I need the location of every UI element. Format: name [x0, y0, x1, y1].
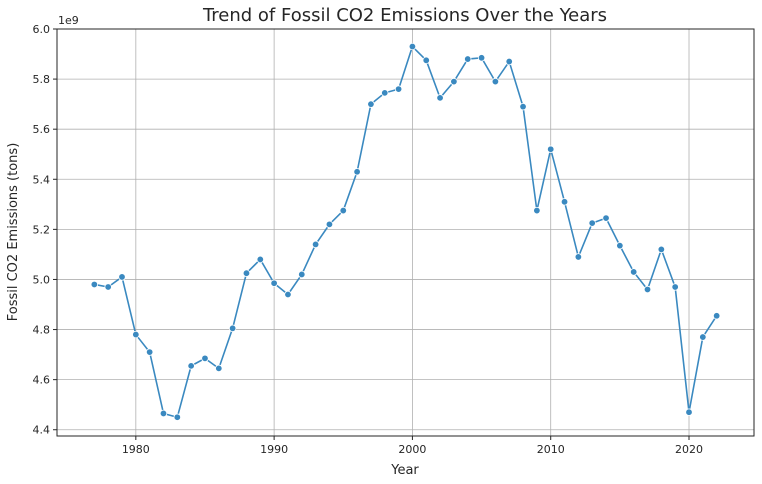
data-point	[394, 85, 403, 93]
data-point	[353, 168, 361, 176]
data-point	[90, 280, 99, 289]
x-tick-label: 2000	[398, 443, 426, 456]
data-point	[450, 77, 458, 86]
x-axis-label: Year	[390, 463, 419, 478]
data-point	[560, 198, 569, 206]
x-tick-label: 1980	[122, 443, 150, 456]
data-point	[159, 409, 168, 418]
data-point	[657, 245, 666, 254]
data-point	[367, 100, 375, 108]
data-point	[118, 273, 126, 281]
data-point	[228, 324, 237, 333]
data-point	[629, 268, 638, 276]
data-point	[505, 57, 513, 66]
y-tick-label: 5.2	[33, 223, 51, 236]
data-point	[104, 283, 112, 291]
data-point	[671, 283, 679, 291]
data-point	[574, 253, 583, 261]
data-point	[381, 89, 389, 97]
y-axis-multiplier: 1e9	[58, 14, 79, 27]
data-point	[298, 270, 306, 279]
data-point	[145, 348, 154, 356]
data-point	[325, 220, 334, 229]
plot-area	[56, 28, 755, 437]
data-point	[712, 312, 721, 320]
data-point	[215, 364, 223, 373]
y-tick-label: 4.4	[33, 424, 51, 437]
data-point	[132, 330, 140, 339]
data-point	[588, 219, 596, 227]
axis-ticks: 1980 1990 2000 2010 2020 4.4 4.6 4.8 5.0 5.2 5.4 5.…	[33, 23, 704, 456]
grid-lines	[57, 28, 754, 436]
data-point	[256, 255, 264, 264]
y-tick-label: 4.6	[33, 374, 51, 387]
series-layer	[90, 42, 721, 421]
y-tick-label: 4.8	[33, 324, 51, 337]
data-point	[477, 54, 486, 62]
y-axis-label: Fossil CO2 Emissions (tons)	[6, 143, 21, 322]
y-tick-label: 5.8	[33, 73, 51, 86]
data-point	[422, 56, 430, 65]
data-point	[464, 55, 472, 63]
data-point	[533, 206, 541, 215]
data-point	[187, 362, 195, 370]
y-tick-label: 6.0	[33, 23, 51, 36]
series-line	[94, 45, 718, 419]
data-point	[436, 94, 444, 102]
data-point	[616, 241, 624, 250]
data-point	[284, 290, 292, 299]
data-point	[173, 413, 182, 421]
data-point	[643, 285, 652, 294]
data-point	[519, 102, 527, 111]
data-point	[270, 279, 278, 287]
y-tick-label: 5.6	[33, 123, 51, 136]
chart-title: Trend of Fossil CO2 Emissions Over the Y…	[202, 5, 607, 26]
data-point	[311, 240, 320, 249]
y-tick-label: 5.0	[33, 273, 51, 286]
data-point	[699, 333, 707, 341]
data-point	[685, 408, 693, 416]
x-tick-label: 2020	[675, 443, 703, 456]
data-point	[201, 354, 209, 363]
data-point	[339, 206, 347, 215]
x-tick-label: 2010	[537, 443, 565, 456]
data-point	[491, 77, 500, 86]
x-tick-label: 1990	[260, 443, 288, 456]
data-point	[408, 42, 417, 51]
data-point	[547, 145, 555, 153]
data-point	[602, 214, 610, 222]
y-tick-label: 5.4	[33, 173, 51, 186]
data-point	[242, 269, 251, 277]
